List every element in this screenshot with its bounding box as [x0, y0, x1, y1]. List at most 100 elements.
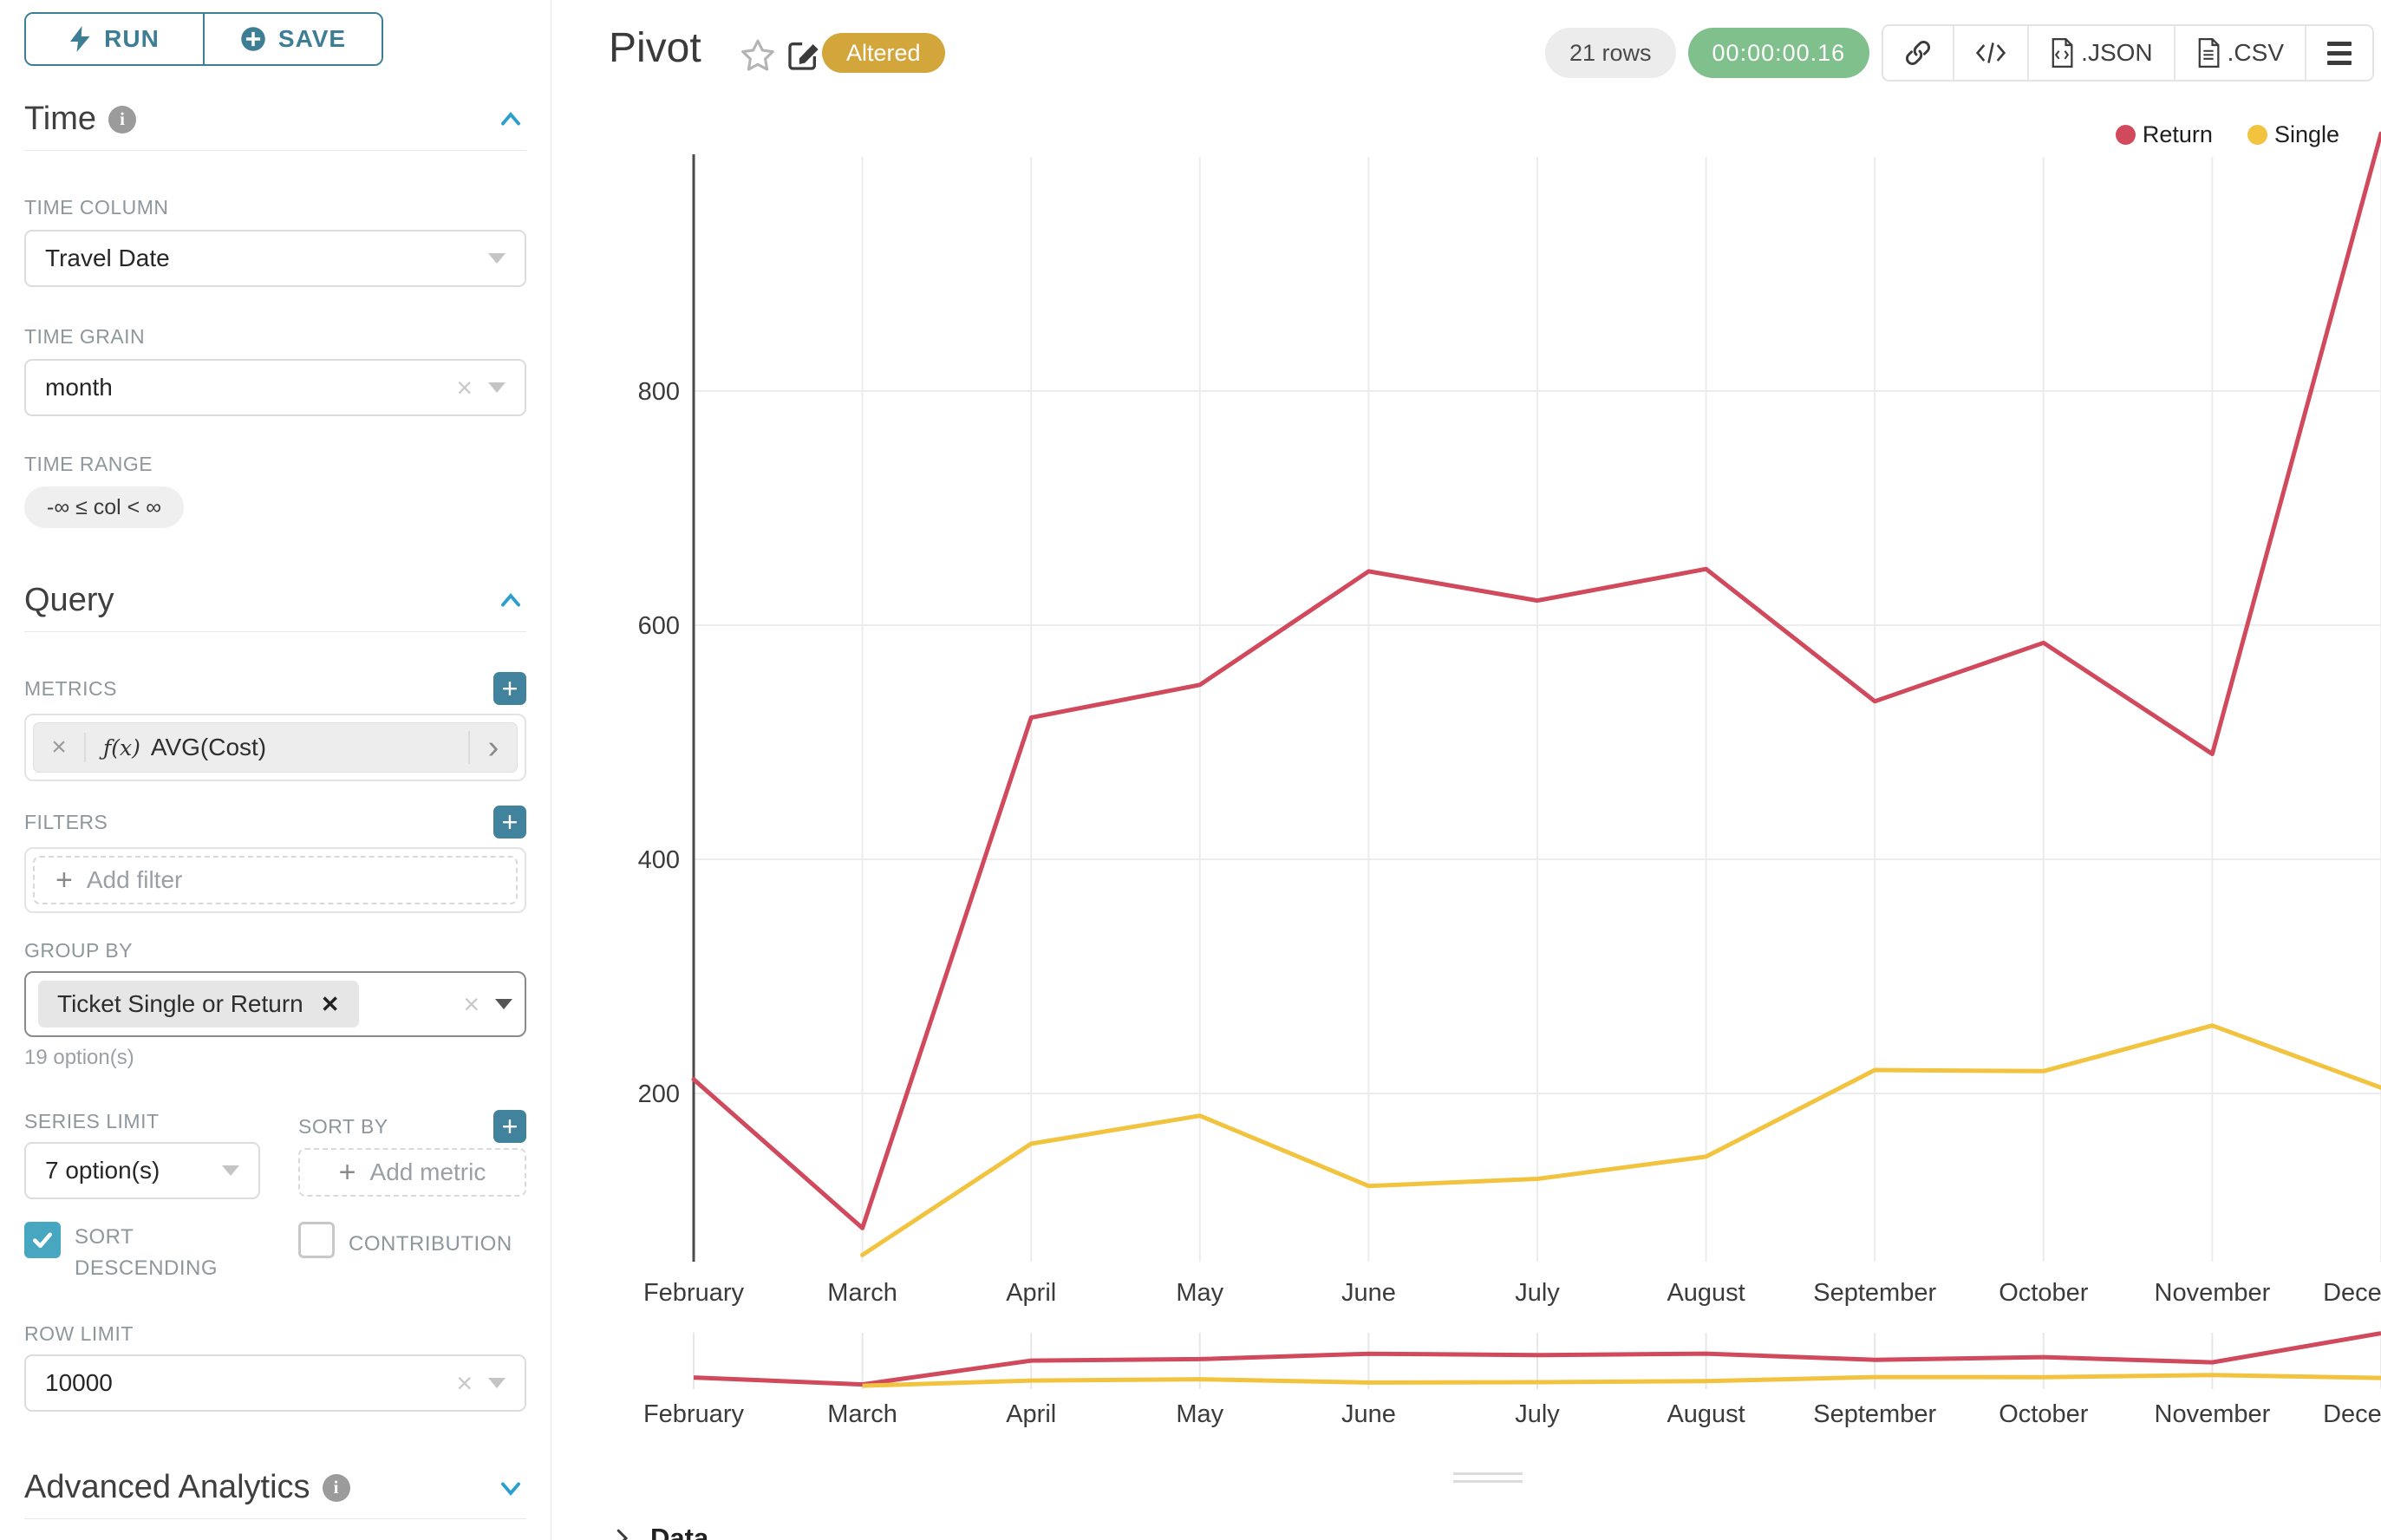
view-query-button[interactable] — [1953, 26, 2028, 80]
hamburger-menu-icon — [2327, 41, 2352, 65]
legend-item-single[interactable]: Single — [2247, 121, 2339, 148]
mini-x-axis-label: July — [1515, 1400, 1560, 1428]
query-section-title: Query — [24, 582, 114, 618]
sort-descending-label: SORT DESCENDING — [75, 1225, 219, 1280]
range-selector[interactable] — [694, 1333, 2381, 1389]
add-filter-plus-button[interactable]: + — [493, 806, 526, 839]
export-csv-label: .CSV — [2227, 39, 2284, 66]
metrics-row: METRICS + — [24, 672, 526, 705]
series-line-return — [691, 131, 2381, 1230]
remove-metric-icon[interactable]: × — [34, 733, 86, 762]
mini-x-axis-label: May — [1176, 1400, 1223, 1428]
x-axis-label: May — [1176, 1279, 1223, 1307]
time-column-select[interactable]: Travel Date — [24, 230, 526, 287]
legend-item-return[interactable]: Return — [2115, 121, 2213, 148]
row-count-badge: 21 rows — [1544, 28, 1676, 78]
x-axis-label: August — [1667, 1279, 1745, 1307]
chevron-right-icon[interactable]: › — [468, 731, 517, 764]
y-axis-label: 200 — [638, 1080, 680, 1108]
y-axis-label: 400 — [638, 846, 680, 874]
altered-badge: Altered — [822, 33, 945, 73]
add-filter-button[interactable]: + Add filter — [33, 856, 518, 904]
edit-pencil-icon[interactable] — [786, 38, 820, 73]
chevron-down-icon — [488, 253, 506, 264]
chevron-up-icon[interactable] — [495, 104, 526, 135]
chevron-down-icon[interactable] — [495, 1472, 526, 1504]
sort-descending-checkbox[interactable] — [24, 1222, 61, 1258]
add-metric-plus-button[interactable]: + — [493, 672, 526, 705]
time-range-label: TIME RANGE — [24, 453, 153, 475]
check-icon — [33, 1232, 52, 1249]
favorite-star-icon[interactable] — [739, 36, 777, 75]
metric-pill[interactable]: × ƒ(x) AVG(Cost) › — [33, 722, 518, 773]
share-link-button[interactable] — [1883, 26, 1954, 80]
series-line-single — [860, 1023, 2381, 1257]
chevron-down-icon[interactable] — [495, 999, 512, 1009]
mini-x-axis-label: September — [1813, 1400, 1936, 1428]
data-panel-toggle[interactable]: Data — [609, 1523, 2381, 1540]
plus-icon: + — [55, 864, 73, 897]
run-button[interactable]: RUN — [26, 14, 203, 64]
series-limit-select[interactable]: 7 option(s) — [24, 1142, 260, 1199]
run-save-button-group: RUN SAVE — [24, 12, 383, 66]
line-chart[interactable]: February February March March April April May M… — [551, 0, 2381, 1540]
info-icon: i — [108, 105, 137, 134]
mini-x-axis-label: August — [1667, 1400, 1745, 1428]
legend-dot-icon — [2115, 125, 2136, 145]
info-icon: i — [322, 1473, 350, 1502]
chevron-down-icon — [488, 1378, 506, 1388]
group-by-tag: Ticket Single or Return ✕ — [38, 981, 359, 1028]
chevron-right-icon — [616, 1529, 629, 1540]
divider — [24, 631, 526, 632]
header-right-cluster: 21 rows 00:00:00.16 — [1544, 24, 2374, 82]
time-grain-label: TIME GRAIN — [24, 325, 146, 348]
metrics-box: × ƒ(x) AVG(Cost) › — [24, 714, 526, 781]
clear-icon[interactable]: × — [456, 372, 473, 403]
panel-resize-handle[interactable] — [1453, 1472, 1523, 1488]
advanced-analytics-header[interactable]: Advanced Analytics i — [24, 1469, 526, 1506]
series-limit-label: SERIES LIMIT — [24, 1110, 160, 1132]
query-timer-badge: 00:00:00.16 — [1687, 28, 1870, 78]
filters-label: FILTERS — [24, 810, 108, 833]
data-panel: Data — [551, 1511, 2381, 1540]
add-sort-metric-button[interactable]: + Add metric — [298, 1148, 526, 1197]
save-button[interactable]: SAVE — [203, 14, 382, 64]
code-icon — [1976, 42, 2006, 63]
time-section-title: Time — [24, 101, 97, 137]
lightning-bolt-icon — [70, 26, 90, 52]
group-by-select[interactable]: Ticket Single or Return ✕ × — [24, 971, 526, 1037]
group-by-tag-label: Ticket Single or Return — [57, 990, 303, 1017]
x-axis-label: February — [643, 1279, 745, 1307]
mini-x-axis-label: April — [1006, 1400, 1056, 1428]
query-section-header[interactable]: Query — [24, 582, 526, 619]
chevron-up-icon[interactable] — [495, 585, 526, 617]
legend-dot-icon — [2247, 125, 2267, 145]
more-options-button[interactable] — [2305, 26, 2372, 80]
export-json-button[interactable]: .JSON — [2027, 26, 2174, 80]
control-panel-sidebar: RUN SAVE Time i TIME COLUMN Travel D — [0, 0, 551, 1540]
export-csv-button[interactable]: .CSV — [2173, 26, 2305, 80]
divider — [24, 150, 526, 151]
clear-icon[interactable]: × — [463, 989, 479, 1020]
filters-box: + Add filter — [24, 847, 526, 913]
remove-tag-icon[interactable]: ✕ — [320, 990, 340, 1017]
group-by-label: GROUP BY — [24, 939, 133, 962]
x-axis-label: November — [2155, 1279, 2271, 1307]
contribution-checkbox[interactable] — [298, 1222, 335, 1258]
time-range-pill[interactable]: -∞ ≤ col < ∞ — [24, 486, 185, 528]
row-limit-select[interactable]: 10000 × — [24, 1354, 526, 1412]
add-sort-metric-plus-button[interactable]: + — [493, 1110, 526, 1143]
chart-legend: Return Single — [2115, 121, 2339, 148]
legend-label: Return — [2142, 121, 2213, 147]
clear-icon[interactable]: × — [456, 1367, 473, 1399]
mini-x-axis-label: October — [1999, 1400, 2088, 1428]
chart-title: Pivot — [609, 25, 701, 71]
contribution-label: CONTRIBUTION — [349, 1232, 512, 1256]
legend-label: Single — [2273, 121, 2339, 147]
mini-x-axis-label: February — [643, 1400, 745, 1428]
add-metric-label: Add metric — [369, 1158, 486, 1185]
time-grain-select[interactable]: month × — [24, 359, 526, 416]
time-section-header[interactable]: Time i — [24, 101, 526, 138]
chevron-down-icon — [488, 382, 506, 393]
